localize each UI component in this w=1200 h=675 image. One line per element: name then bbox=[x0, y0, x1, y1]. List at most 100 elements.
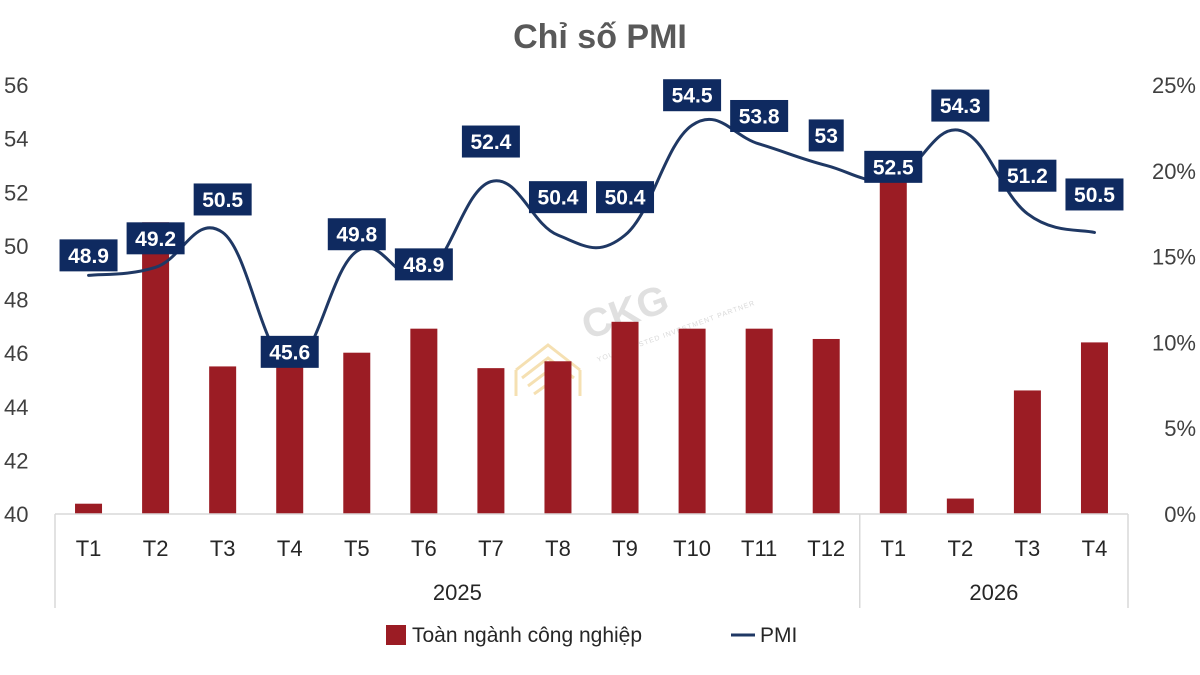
left-tick-label: 48 bbox=[4, 288, 28, 313]
bar-t8 bbox=[544, 361, 572, 514]
bar-t3 bbox=[1013, 390, 1041, 514]
bar-t4 bbox=[276, 354, 304, 514]
pmi-label-t1: 48.9 bbox=[59, 239, 118, 272]
pmi-label-text: 50.4 bbox=[538, 187, 579, 210]
legend: Toàn ngành công nghiệp PMI bbox=[386, 624, 797, 647]
month-label: T10 bbox=[673, 536, 711, 561]
pmi-label-t6: 48.9 bbox=[394, 248, 453, 281]
pmi-label-text: 52.4 bbox=[470, 131, 511, 154]
pmi-label-box bbox=[59, 239, 118, 272]
pmi-label-box bbox=[126, 222, 185, 255]
category-axis: T1 T2 T3 T4 T5 T6 T7 T8 T9 T10 T11 T12 T1 T2 T3 T4 2025 2… bbox=[54, 514, 1129, 608]
month-label: T5 bbox=[344, 536, 370, 561]
right-tick-label: 0% bbox=[1164, 502, 1196, 527]
month-label: T3 bbox=[1015, 536, 1041, 561]
pmi-label-text: 45.6 bbox=[269, 341, 310, 364]
pmi-label-t11: 53.8 bbox=[730, 99, 789, 132]
pmi-label-box bbox=[327, 218, 386, 251]
bar-t10 bbox=[678, 328, 706, 514]
pmi-label-t8: 50.4 bbox=[528, 181, 587, 214]
pmi-label-t5: 49.8 bbox=[327, 218, 386, 251]
month-label: T6 bbox=[411, 536, 437, 561]
month-label: T2 bbox=[143, 536, 169, 561]
pmi-label-t1: 52.5 bbox=[864, 150, 923, 183]
pmi-label-box bbox=[528, 181, 587, 214]
pmi-label-text: 54.3 bbox=[940, 95, 981, 118]
left-tick-label: 44 bbox=[4, 395, 28, 420]
pmi-label-box bbox=[998, 159, 1057, 192]
bar-t1 bbox=[879, 162, 907, 514]
pmi-label-t12: 53 bbox=[808, 119, 844, 152]
bar-t2 bbox=[946, 498, 974, 514]
pmi-label-text: 50.5 bbox=[1074, 184, 1115, 207]
pmi-label-box bbox=[931, 89, 990, 122]
month-label: T3 bbox=[210, 536, 236, 561]
legend-bar-label: Toàn ngành công nghiệp bbox=[412, 624, 642, 647]
month-label: T12 bbox=[807, 536, 845, 561]
pmi-label-text: 49.8 bbox=[336, 224, 377, 247]
pmi-label-box bbox=[663, 79, 722, 112]
pmi-label-text: 51.2 bbox=[1007, 165, 1048, 188]
bar-t3 bbox=[209, 366, 237, 514]
pmi-label-text: 54.5 bbox=[672, 85, 713, 108]
right-tick-label: 20% bbox=[1152, 159, 1196, 184]
bar-t5 bbox=[343, 352, 371, 514]
pmi-label-box bbox=[461, 125, 520, 158]
pmi-label-box bbox=[730, 99, 789, 132]
left-tick-label: 46 bbox=[4, 341, 28, 366]
right-tick-label: 25% bbox=[1152, 73, 1196, 98]
pmi-label-t7: 52.4 bbox=[461, 125, 520, 158]
bar-t9 bbox=[611, 321, 639, 514]
right-axis: 0% 5% 10% 15% 20% 25% bbox=[1152, 73, 1196, 527]
pmi-label-box bbox=[596, 181, 655, 214]
pmi-label-text: 48.9 bbox=[403, 254, 444, 277]
bar-t7 bbox=[477, 368, 505, 514]
pmi-label-t3: 50.5 bbox=[193, 183, 252, 216]
month-label: T4 bbox=[277, 536, 303, 561]
pmi-label-t2: 54.3 bbox=[931, 89, 990, 122]
left-tick-label: 54 bbox=[4, 127, 28, 152]
bar-t4 bbox=[1080, 342, 1108, 514]
right-tick-label: 5% bbox=[1164, 416, 1196, 441]
bar-t11 bbox=[745, 328, 773, 514]
right-tick-label: 15% bbox=[1152, 245, 1196, 270]
month-label: T11 bbox=[741, 536, 777, 561]
chart-title: Chỉ số PMI bbox=[513, 18, 687, 56]
pmi-label-t4: 45.6 bbox=[260, 335, 319, 368]
pmi-data-labels: 48.9 49.2 50.5 45.6 49.8 48.9 52.4 50.4 50.4 54.5… bbox=[59, 79, 1124, 368]
pmi-label-box bbox=[808, 119, 844, 152]
pmi-label-text: 53.8 bbox=[739, 105, 780, 128]
pmi-label-text: 52.5 bbox=[873, 156, 914, 179]
bar-t6 bbox=[410, 328, 438, 514]
month-label: T8 bbox=[545, 536, 571, 561]
pmi-label-box bbox=[394, 248, 453, 281]
legend-bar-swatch bbox=[386, 625, 406, 645]
pmi-label-text: 50.4 bbox=[605, 187, 646, 210]
month-label: T2 bbox=[948, 536, 974, 561]
pmi-label-box bbox=[864, 150, 923, 183]
month-label: T1 bbox=[880, 536, 906, 561]
right-tick-label: 10% bbox=[1152, 330, 1196, 355]
month-label: T1 bbox=[76, 536, 102, 561]
legend-line-label: PMI bbox=[760, 624, 797, 647]
pmi-label-t10: 54.5 bbox=[663, 79, 722, 112]
pmi-label-t3: 51.2 bbox=[998, 159, 1057, 192]
pmi-label-text: 50.5 bbox=[202, 189, 243, 212]
pmi-label-box bbox=[1065, 178, 1124, 211]
left-tick-label: 56 bbox=[4, 73, 28, 98]
bar-t1 bbox=[75, 503, 103, 514]
month-label: T9 bbox=[612, 536, 638, 561]
left-tick-label: 52 bbox=[4, 180, 28, 205]
month-label: T7 bbox=[478, 536, 504, 561]
pmi-label-text: 53 bbox=[815, 125, 838, 148]
year-label: 2026 bbox=[969, 580, 1018, 605]
pmi-label-text: 49.2 bbox=[135, 228, 176, 251]
year-label: 2025 bbox=[433, 580, 482, 605]
left-tick-label: 50 bbox=[4, 234, 28, 259]
bar-t12 bbox=[812, 338, 840, 514]
pmi-label-box bbox=[193, 183, 252, 216]
pmi-label-t2: 49.2 bbox=[126, 222, 185, 255]
pmi-label-text: 48.9 bbox=[68, 245, 109, 268]
left-axis: 40 42 44 46 48 50 52 54 56 bbox=[4, 73, 28, 527]
